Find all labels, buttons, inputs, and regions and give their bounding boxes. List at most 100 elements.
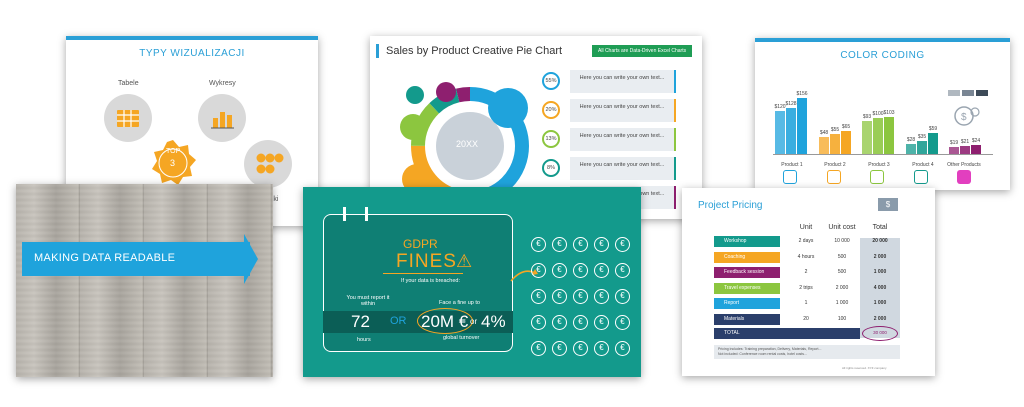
product-label-2: Product 2 <box>824 162 846 168</box>
table-icon <box>104 94 152 142</box>
box-icon-magenta <box>957 170 971 184</box>
euro-money-bag-icon: € <box>615 315 630 330</box>
chart-bar <box>830 134 840 154</box>
svg-text:$: $ <box>961 112 967 123</box>
bar-value-label: $156 <box>796 91 808 97</box>
bar-value-label: $19 <box>949 140 959 146</box>
box-icon-purple <box>436 82 456 102</box>
calendar-ring-2 <box>365 207 368 221</box>
euro-money-bag-icon: € <box>573 341 588 356</box>
charts-label: Wykresy <box>209 80 236 87</box>
hours-text: hours <box>357 337 371 343</box>
text-row: Here you can write your own text... <box>570 128 676 151</box>
box-icon-green <box>400 114 426 140</box>
pricing-cell-total: 1 000 <box>873 269 887 275</box>
bar-value-label: $59 <box>928 126 938 132</box>
pricing-cell-unit: 1 <box>804 300 808 306</box>
chart-bar <box>786 108 796 154</box>
emoji-faces-icon <box>244 140 292 188</box>
chart-bar <box>873 118 883 154</box>
euro-money-bag-icon: € <box>573 315 588 330</box>
text-row: Here you can write your own text... <box>570 157 676 180</box>
header-unit-cost: Unit cost <box>828 224 856 231</box>
bar-value-label: $28 <box>906 137 916 143</box>
legend-swatch-3 <box>976 90 988 96</box>
euro-money-bag-icon: € <box>552 341 567 356</box>
legend-swatch-1 <box>948 90 960 96</box>
product-label-3: Product 3 <box>868 162 890 168</box>
pricing-cell-cost: 10 000 <box>834 238 850 244</box>
copyright-text: All rights reserved. XYZ company <box>842 366 887 370</box>
bar-chart-icon <box>198 94 246 142</box>
slide-project-pricing[interactable]: Project Pricing $ Unit Unit cost Total W… <box>682 188 935 376</box>
pricing-cell-cost: 500 <box>837 253 847 260</box>
pct-badge: 8% <box>542 159 560 177</box>
bar-value-label: $103 <box>883 110 895 116</box>
pricing-cell-cost: 2 000 <box>835 284 849 291</box>
chart-bar <box>928 133 938 154</box>
slide-making-data-readable[interactable]: MAKING DATA READABLE <box>16 184 273 377</box>
pricing-cell-unit: 2 <box>804 269 808 275</box>
euro-money-bag-icon: € <box>615 263 630 278</box>
total-value: 30 000 <box>862 326 898 341</box>
slide-color-coding[interactable]: COLOR CODING $ $120 $128 $156 $48 $55 $65 $93 $… <box>755 38 1010 190</box>
gdpr-label: GDPR <box>403 237 438 251</box>
pricing-cell-total: 1 000 <box>873 300 887 306</box>
pct-badge: 55% <box>542 72 560 90</box>
chart-bar <box>797 98 807 154</box>
data-driven-badge: All Charts are Data-Driven Excel Charts <box>592 45 693 57</box>
pricing-cell-total: 2 000 <box>873 315 887 322</box>
bar-value-label: $24 <box>971 138 981 144</box>
top3-badge-icon <box>148 138 198 188</box>
text-row: Here you can write your own text... <box>570 70 676 93</box>
fine-percent: 4% <box>481 312 506 331</box>
slide-title: TYPY WIZUALIZACJI <box>139 48 245 59</box>
pricing-cell-unit: 2 days <box>798 238 814 244</box>
pricing-cell-cost: 500 <box>837 269 847 275</box>
pct-badge: 20% <box>542 101 560 119</box>
chart-bar <box>906 144 916 154</box>
note-excludes: Not included: Conference room rental cos… <box>718 352 807 356</box>
header-unit: Unit <box>799 224 813 231</box>
pricing-row-label: Travel expenses <box>714 282 780 294</box>
highlight-ellipse <box>417 308 473 334</box>
chart-bar <box>971 145 981 154</box>
title-ribbon <box>22 242 250 276</box>
euro-money-bag-icon: € <box>531 341 546 356</box>
box-icon-orange <box>827 170 841 184</box>
pricing-cell-unit: 2 trips <box>799 284 813 291</box>
report-text: You must report it within <box>346 295 390 307</box>
euro-money-bag-icon: € <box>531 289 546 304</box>
dollar-bill-icon: $ <box>878 198 898 211</box>
box-icon-teal <box>406 86 424 104</box>
bar-value-label: $100 <box>872 111 884 117</box>
ribbon-tail <box>244 234 258 284</box>
box-icon-teal <box>914 170 928 184</box>
chart-bar <box>775 111 785 154</box>
euro-money-bag-icon: € <box>552 263 567 278</box>
pricing-cell-cost: 1 000 <box>835 300 849 306</box>
bar-value-label: $21 <box>960 139 970 145</box>
chart-bar <box>819 137 829 154</box>
hours-number: 72 <box>351 312 370 331</box>
breach-text: If your data is breached: <box>401 278 461 284</box>
slide-gdpr-fines[interactable]: GDPR FINES ⚠ If your data is breached: Y… <box>303 187 641 377</box>
or-label: OR <box>390 315 407 327</box>
euro-money-bag-icon: € <box>552 237 567 252</box>
euro-money-bag-icon: € <box>594 289 609 304</box>
top-accent-bar <box>66 36 318 40</box>
euro-money-bag-icon: € <box>615 289 630 304</box>
text-row: Here you can write your own text... <box>570 99 676 122</box>
fines-label: FINES <box>396 251 457 272</box>
slide-title: Project Pricing <box>698 200 763 211</box>
chart-bar <box>949 147 959 154</box>
pct-badge: 13% <box>542 130 560 148</box>
pricing-cell-total: 2 000 <box>873 253 887 260</box>
or-small: or <box>470 317 478 326</box>
note-includes: Pricing includes: Training preparation, … <box>718 347 822 351</box>
slide-title: MAKING DATA READABLE <box>34 252 176 264</box>
warning-icon: ⚠ <box>456 251 473 271</box>
euro-money-bag-icon: € <box>594 237 609 252</box>
pricing-cell-total: 20 000 <box>872 238 888 244</box>
euro-money-bag-icon: € <box>594 315 609 330</box>
